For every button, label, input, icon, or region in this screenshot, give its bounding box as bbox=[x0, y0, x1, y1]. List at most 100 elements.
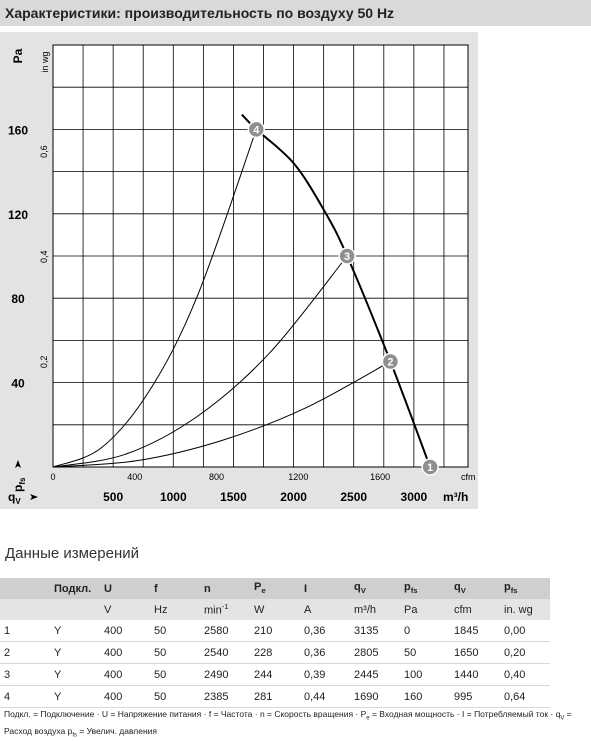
x-axis-symbol: qV bbox=[8, 490, 21, 506]
operating-point bbox=[381, 352, 400, 371]
table-cell: 3 bbox=[0, 663, 50, 686]
table-cell: 50 bbox=[400, 641, 450, 664]
x2-tick-label: 1600 bbox=[370, 472, 390, 482]
table-cell: Y bbox=[50, 685, 100, 708]
text-part: q bbox=[454, 581, 461, 594]
x-tick-label: 2000 bbox=[280, 490, 307, 504]
table-cell: 0,36 bbox=[300, 641, 350, 664]
table-row: 3 Y 400 50 2490 244 0,39 2445 100 1440 0,40 bbox=[0, 663, 550, 686]
arrow bbox=[15, 460, 21, 468]
table-cell: 100 bbox=[400, 663, 450, 686]
table-cell: 2 bbox=[0, 641, 50, 664]
text-part: V bbox=[360, 586, 366, 596]
table-cell: 0,36 bbox=[300, 620, 350, 642]
table-cell: 0 bbox=[400, 620, 450, 642]
table-cell: V bbox=[100, 599, 150, 620]
text-part: -1 bbox=[221, 602, 229, 612]
table-cell: 160 bbox=[400, 685, 450, 708]
x-tick-label: 500 bbox=[103, 490, 123, 504]
table-cell: I bbox=[300, 578, 350, 599]
subscript: V bbox=[15, 497, 21, 506]
table-cell: 1845 bbox=[450, 620, 500, 642]
y-axis-label: Pa bbox=[11, 48, 25, 63]
y-tick-label: 160 bbox=[8, 123, 28, 137]
text-part: q bbox=[354, 581, 361, 594]
table-cell: pfs bbox=[400, 578, 450, 599]
x2-tick-label: 1200 bbox=[288, 472, 308, 482]
table-cell: Y bbox=[50, 641, 100, 664]
table-cell: 995 bbox=[450, 685, 500, 708]
text-part: = Увелич. давления bbox=[76, 725, 158, 736]
table-cell: 0,39 bbox=[300, 663, 350, 686]
y-tick-label: 40 bbox=[11, 377, 25, 391]
text-part: Подкл. = Подключение · U = Напряжение пи… bbox=[4, 709, 367, 719]
table-row: 2 Y 400 50 2540 228 0,36 2805 50 1650 0,20 bbox=[0, 641, 550, 664]
text-part: = Расход воздуха p bbox=[4, 709, 572, 736]
x2-tick-label: 400 bbox=[127, 472, 142, 482]
table-cell: Y bbox=[50, 620, 100, 642]
y2-tick-label: 0,2 bbox=[39, 356, 49, 369]
chart: Характеристики: производительность по во… bbox=[0, 0, 591, 509]
table-cell bbox=[0, 578, 50, 599]
table-cell: Pe bbox=[250, 578, 300, 599]
operating-point-label: 2 bbox=[387, 357, 393, 369]
y-axis-symbol: pfs bbox=[11, 477, 27, 492]
table-cell bbox=[50, 599, 100, 620]
text-part: q bbox=[8, 490, 15, 504]
y2-tick-label: 0,4 bbox=[39, 251, 49, 264]
operating-point bbox=[247, 120, 266, 139]
operating-point bbox=[338, 247, 356, 265]
table-cell: 0,44 bbox=[300, 685, 350, 708]
table-cell: 0,00 bbox=[500, 620, 550, 642]
table-cell: 3135 bbox=[350, 620, 400, 642]
x-tick-label: 1500 bbox=[220, 490, 247, 504]
table-cell: 1650 bbox=[450, 641, 500, 664]
text-part: p bbox=[11, 485, 25, 492]
x-tick-label: 1000 bbox=[160, 490, 187, 504]
table-cell: n bbox=[200, 578, 250, 599]
table-cell: 281 bbox=[250, 685, 300, 708]
table-cell: f bbox=[150, 578, 200, 599]
header-title: Характеристики: производительность по во… bbox=[5, 5, 394, 21]
table-cell: 2385 bbox=[200, 685, 250, 708]
y-tick-label: 120 bbox=[8, 208, 28, 222]
text-part: p bbox=[504, 581, 511, 594]
text-part: = Входная мощность · I = Потребляемый то… bbox=[369, 709, 561, 719]
curve bbox=[52, 361, 391, 468]
text-part: min bbox=[204, 604, 222, 617]
arrow bbox=[30, 494, 38, 500]
table-cell: U bbox=[100, 578, 150, 599]
table-cell: Hz bbox=[150, 599, 200, 620]
table-cell: Подкл. bbox=[50, 578, 100, 599]
section-title: Данные измерений bbox=[5, 545, 139, 562]
table-row: 1 Y 400 50 2580 210 0,36 3135 0 1845 0,00 bbox=[0, 620, 550, 642]
text-part: V bbox=[560, 715, 565, 722]
operating-point-label: 1 bbox=[427, 462, 433, 474]
text-part: fs bbox=[510, 586, 518, 596]
table-cell: 0,64 bbox=[500, 685, 550, 708]
table-cell: Pa bbox=[400, 599, 450, 620]
table-cell bbox=[0, 599, 50, 620]
x2-tick-label: 0 bbox=[50, 472, 55, 482]
table-cell: 400 bbox=[100, 641, 150, 664]
operating-point-label: 3 bbox=[344, 251, 350, 263]
x2-tick-label: 800 bbox=[209, 472, 224, 482]
table-cell: qV bbox=[450, 578, 500, 599]
table-cell: 0,20 bbox=[500, 641, 550, 664]
table-cell: 400 bbox=[100, 685, 150, 708]
y2-tick-label: 0,6 bbox=[39, 145, 49, 158]
text-part: e bbox=[261, 586, 266, 596]
x-tick-label: 3000 bbox=[401, 490, 428, 504]
curve bbox=[52, 129, 257, 468]
table-cell: 50 bbox=[150, 620, 200, 642]
table-cell: 1 bbox=[0, 620, 50, 642]
text-part: fs bbox=[72, 732, 77, 739]
text-part: p bbox=[404, 581, 411, 594]
operating-point-label: 4 bbox=[253, 124, 260, 136]
x2-axis-label: cfm bbox=[461, 472, 476, 482]
table-cell: 1440 bbox=[450, 663, 500, 686]
table-cell: 244 bbox=[250, 663, 300, 686]
table-cell: 0,40 bbox=[500, 663, 550, 686]
